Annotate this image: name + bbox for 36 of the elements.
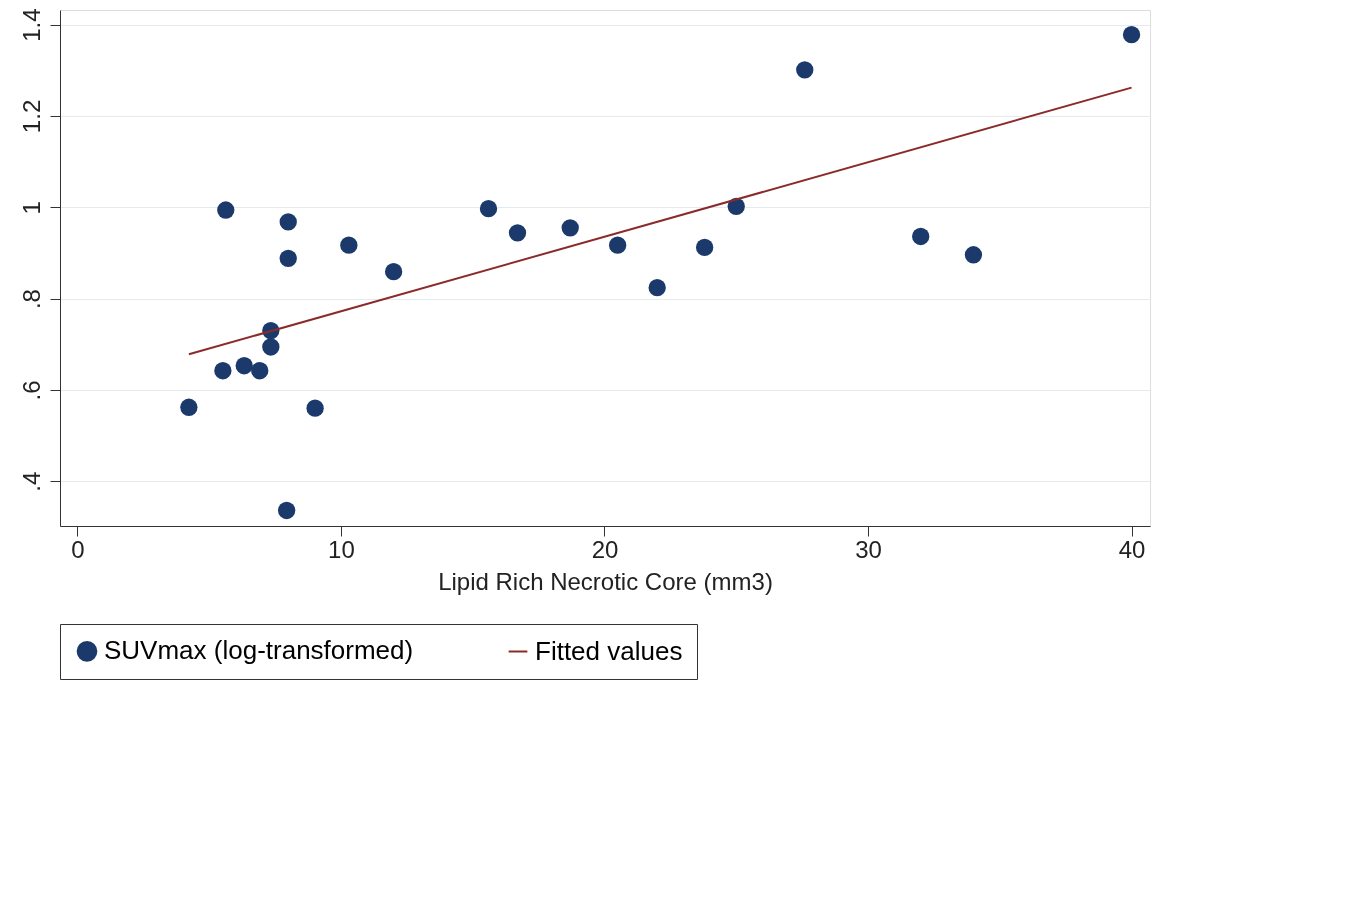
point [912,227,930,246]
point [479,199,498,218]
y-tick-label: 1.4 [17,8,45,42]
point [964,246,983,264]
point [561,219,579,237]
point [251,362,269,380]
point [279,249,297,268]
point [1122,26,1141,44]
point [384,263,403,281]
y-tick-label: .4 [17,471,45,492]
y-tick-label: 1 [17,201,45,215]
point [217,201,235,219]
legend-label: Fitted values [535,635,683,666]
x-tick-label: 40 [1118,535,1146,563]
x-tick-label: 30 [855,535,882,563]
legend-label: SUVmax (log-transformed) [104,635,414,666]
point [262,338,280,356]
point [508,224,527,242]
point [277,501,296,520]
x-tick-label: 20 [591,535,619,563]
point [235,357,253,375]
point [180,398,198,416]
y-tick-label: .6 [17,380,45,401]
point [340,236,358,254]
x-tick-label: 10 [328,535,355,563]
point [648,278,666,297]
x-axis-title: Lipid Rich Necrotic Core (mm3) [438,567,773,595]
y-tick-label: .8 [17,289,45,310]
x-tick-label: 0 [71,535,85,563]
y-tick-label: 1.2 [17,99,45,134]
point [306,399,324,417]
point [214,362,232,380]
point [279,213,297,231]
point [695,238,714,257]
point [608,236,627,254]
point [796,61,814,79]
